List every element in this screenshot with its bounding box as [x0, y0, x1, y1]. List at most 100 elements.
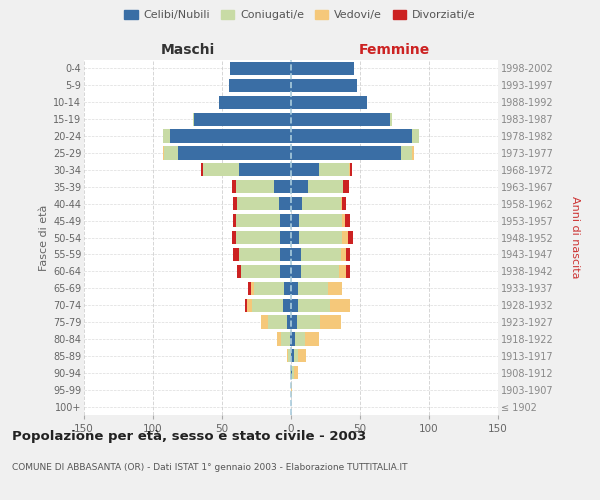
- Bar: [291, 146, 401, 160]
- Bar: [291, 282, 298, 295]
- Bar: [280, 264, 291, 278]
- Bar: [291, 349, 294, 362]
- Bar: [247, 298, 253, 312]
- Bar: [412, 146, 414, 160]
- Bar: [248, 282, 251, 295]
- Bar: [163, 130, 170, 142]
- Bar: [281, 332, 290, 345]
- Bar: [236, 180, 274, 194]
- Text: Popolazione per età, sesso e stato civile - 2003: Popolazione per età, sesso e stato civil…: [12, 430, 366, 443]
- Bar: [346, 248, 350, 261]
- Bar: [230, 62, 291, 75]
- Bar: [298, 298, 329, 312]
- Bar: [291, 180, 308, 194]
- Bar: [178, 146, 291, 160]
- Bar: [391, 112, 392, 126]
- Bar: [241, 264, 280, 278]
- Y-axis label: Anni di nascita: Anni di nascita: [571, 196, 580, 279]
- Bar: [329, 298, 350, 312]
- Bar: [291, 112, 391, 126]
- Bar: [342, 231, 347, 244]
- Bar: [287, 349, 288, 362]
- Bar: [164, 146, 178, 160]
- Bar: [233, 248, 239, 261]
- Bar: [291, 366, 292, 380]
- Bar: [233, 214, 236, 227]
- Bar: [301, 248, 341, 261]
- Bar: [236, 214, 280, 227]
- Text: Maschi: Maschi: [160, 44, 215, 58]
- Bar: [277, 332, 281, 345]
- Bar: [219, 96, 291, 109]
- Bar: [299, 214, 342, 227]
- Bar: [308, 180, 343, 194]
- Bar: [341, 197, 342, 210]
- Bar: [291, 316, 296, 328]
- Bar: [291, 383, 292, 396]
- Bar: [291, 164, 319, 176]
- Bar: [412, 130, 419, 142]
- Bar: [301, 264, 340, 278]
- Bar: [298, 282, 328, 295]
- Bar: [294, 349, 298, 362]
- Bar: [254, 282, 284, 295]
- Bar: [350, 164, 352, 176]
- Bar: [319, 164, 349, 176]
- Bar: [229, 79, 291, 92]
- Bar: [251, 282, 254, 295]
- Bar: [237, 264, 241, 278]
- Bar: [290, 366, 291, 380]
- Bar: [299, 231, 342, 244]
- Bar: [280, 248, 291, 261]
- Bar: [232, 180, 236, 194]
- Bar: [287, 316, 291, 328]
- Bar: [346, 264, 350, 278]
- Bar: [328, 282, 342, 295]
- Bar: [239, 248, 280, 261]
- Bar: [260, 316, 268, 328]
- Bar: [341, 248, 346, 261]
- Bar: [268, 316, 287, 328]
- Bar: [288, 349, 291, 362]
- Bar: [291, 231, 299, 244]
- Bar: [170, 130, 291, 142]
- Text: Femmine: Femmine: [359, 44, 430, 58]
- Bar: [302, 197, 341, 210]
- Bar: [233, 197, 237, 210]
- Bar: [401, 146, 412, 160]
- Bar: [278, 197, 291, 210]
- Text: COMUNE DI ABBASANTA (OR) - Dati ISTAT 1° gennaio 2003 - Elaborazione TUTTITALIA.: COMUNE DI ABBASANTA (OR) - Dati ISTAT 1°…: [12, 462, 407, 471]
- Bar: [340, 264, 346, 278]
- Bar: [274, 180, 291, 194]
- Bar: [295, 332, 305, 345]
- Bar: [291, 214, 299, 227]
- Bar: [342, 214, 345, 227]
- Bar: [232, 231, 236, 244]
- Bar: [347, 231, 353, 244]
- Bar: [291, 130, 412, 142]
- Legend: Celibi/Nubili, Coniugati/e, Vedovi/e, Divorziati/e: Celibi/Nubili, Coniugati/e, Vedovi/e, Di…: [120, 6, 480, 25]
- Bar: [283, 298, 291, 312]
- Bar: [203, 164, 239, 176]
- Bar: [284, 282, 291, 295]
- Bar: [291, 197, 302, 210]
- Bar: [305, 332, 319, 345]
- Bar: [298, 349, 306, 362]
- Bar: [236, 231, 280, 244]
- Bar: [349, 164, 350, 176]
- Bar: [239, 164, 291, 176]
- Bar: [296, 316, 320, 328]
- Bar: [202, 164, 203, 176]
- Bar: [163, 146, 164, 160]
- Bar: [280, 214, 291, 227]
- Bar: [245, 298, 247, 312]
- Bar: [253, 298, 283, 312]
- Bar: [291, 332, 295, 345]
- Bar: [342, 197, 346, 210]
- Bar: [291, 264, 301, 278]
- Bar: [291, 79, 357, 92]
- Bar: [343, 180, 349, 194]
- Bar: [294, 366, 298, 380]
- Bar: [194, 112, 291, 126]
- Bar: [320, 316, 341, 328]
